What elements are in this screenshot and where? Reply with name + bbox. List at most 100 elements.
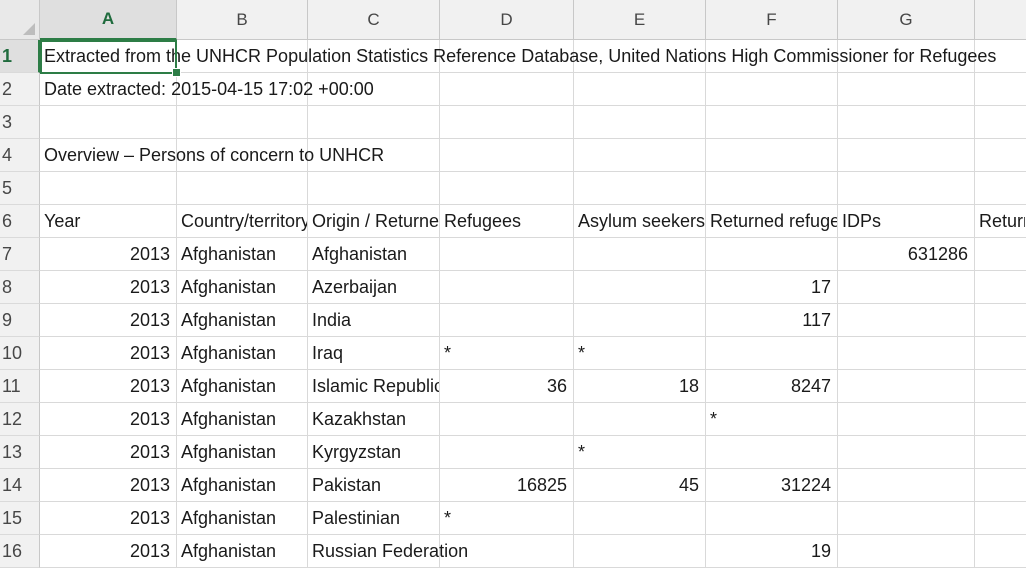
cell-a4[interactable] [40,139,177,172]
row-header-4[interactable]: 4 [0,139,40,172]
column-header-e[interactable]: E [574,0,706,40]
cell-f7[interactable] [706,238,838,271]
cell-a3[interactable] [40,106,177,139]
cell-f11[interactable] [706,370,838,403]
cell-a8[interactable] [40,271,177,304]
cell-f5[interactable] [706,172,838,205]
cell-e1[interactable] [574,40,706,73]
cell-g15[interactable] [838,502,975,535]
cell-h1[interactable] [975,40,1026,73]
cell-d5[interactable] [440,172,574,205]
cell-h16[interactable] [975,535,1026,568]
cell-a15[interactable] [40,502,177,535]
cell-c11[interactable] [308,370,440,403]
cell-a10[interactable] [40,337,177,370]
cell-a9[interactable] [40,304,177,337]
cell-e16[interactable] [574,535,706,568]
cell-f2[interactable] [706,73,838,106]
cell-d16[interactable] [440,535,574,568]
cell-d8[interactable] [440,271,574,304]
column-header-d[interactable]: D [440,0,574,40]
cell-e7[interactable] [574,238,706,271]
cell-b1[interactable] [177,40,308,73]
cell-a6[interactable] [40,205,177,238]
cell-h2[interactable] [975,73,1026,106]
cell-g4[interactable] [838,139,975,172]
cell-d15[interactable] [440,502,574,535]
cell-b16[interactable] [177,535,308,568]
cell-g2[interactable] [838,73,975,106]
cell-d9[interactable] [440,304,574,337]
row-header-3[interactable]: 3 [0,106,40,139]
cell-h5[interactable] [975,172,1026,205]
row-header-8[interactable]: 8 [0,271,40,304]
cell-b11[interactable] [177,370,308,403]
cell-f13[interactable] [706,436,838,469]
column-header-b[interactable]: B [177,0,308,40]
cell-f10[interactable] [706,337,838,370]
cell-b13[interactable] [177,436,308,469]
row-header-15[interactable]: 15 [0,502,40,535]
column-header-f[interactable]: F [706,0,838,40]
cell-c5[interactable] [308,172,440,205]
cell-c14[interactable] [308,469,440,502]
cell-f15[interactable] [706,502,838,535]
cell-e5[interactable] [574,172,706,205]
cell-b6[interactable] [177,205,308,238]
cell-f12[interactable] [706,403,838,436]
cell-c4[interactable] [308,139,440,172]
cell-g6[interactable] [838,205,975,238]
cell-e3[interactable] [574,106,706,139]
cell-d7[interactable] [440,238,574,271]
cell-f4[interactable] [706,139,838,172]
cell-c16[interactable] [308,535,440,568]
row-header-12[interactable]: 12 [0,403,40,436]
row-header-9[interactable]: 9 [0,304,40,337]
cell-c10[interactable] [308,337,440,370]
cell-c12[interactable] [308,403,440,436]
cell-g11[interactable] [838,370,975,403]
cell-f8[interactable] [706,271,838,304]
cell-b7[interactable] [177,238,308,271]
cell-e15[interactable] [574,502,706,535]
cell-b14[interactable] [177,469,308,502]
cell-c1[interactable] [308,40,440,73]
cell-a14[interactable] [40,469,177,502]
cell-h10[interactable] [975,337,1026,370]
cell-d1[interactable] [440,40,574,73]
cell-d12[interactable] [440,403,574,436]
cell-h13[interactable] [975,436,1026,469]
cell-c2[interactable] [308,73,440,106]
cell-f16[interactable] [706,535,838,568]
column-header-g[interactable]: G [838,0,975,40]
column-header-c[interactable]: C [308,0,440,40]
cell-h3[interactable] [975,106,1026,139]
row-header-6[interactable]: 6 [0,205,40,238]
cell-a16[interactable] [40,535,177,568]
cell-g3[interactable] [838,106,975,139]
cell-b10[interactable] [177,337,308,370]
cell-e2[interactable] [574,73,706,106]
cell-d11[interactable] [440,370,574,403]
cell-g9[interactable] [838,304,975,337]
cell-e12[interactable] [574,403,706,436]
cell-g14[interactable] [838,469,975,502]
column-header-partial[interactable] [975,0,1026,40]
cell-e9[interactable] [574,304,706,337]
select-all-corner[interactable] [0,0,40,40]
row-header-11[interactable]: 11 [0,370,40,403]
row-header-5[interactable]: 5 [0,172,40,205]
row-header-1[interactable]: 1 [0,40,40,73]
cell-b3[interactable] [177,106,308,139]
cell-e11[interactable] [574,370,706,403]
cell-a2[interactable] [40,73,177,106]
row-header-7[interactable]: 7 [0,238,40,271]
cell-e8[interactable] [574,271,706,304]
cell-g8[interactable] [838,271,975,304]
cell-h12[interactable] [975,403,1026,436]
cell-d4[interactable] [440,139,574,172]
cell-g1[interactable] [838,40,975,73]
cell-d10[interactable] [440,337,574,370]
cell-a11[interactable] [40,370,177,403]
cell-b8[interactable] [177,271,308,304]
